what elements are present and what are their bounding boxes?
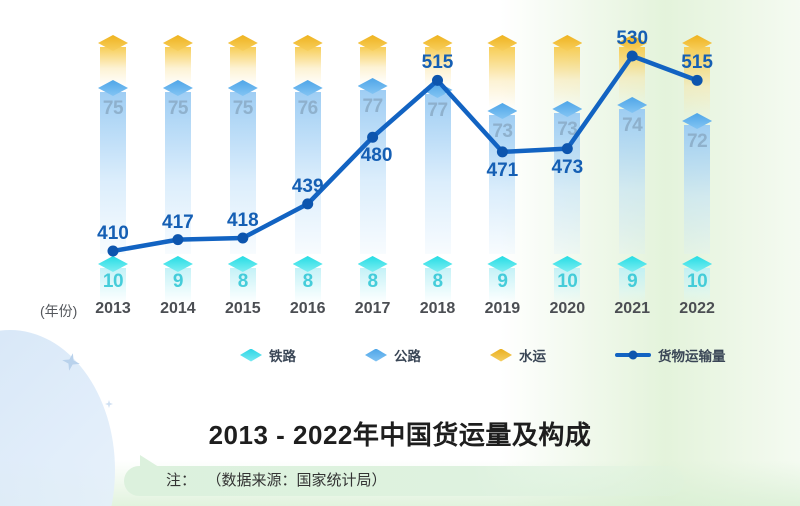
railway-bar-segment — [229, 268, 256, 304]
railway-value-label: 8 — [432, 271, 443, 292]
railway-value-label: 10 — [102, 271, 124, 292]
legend-label: 公路 — [394, 349, 421, 364]
railway-bar-segment — [359, 268, 386, 304]
note-text: （数据来源：国家统计局） — [214, 472, 387, 489]
source-note-pill: 注： （数据来源：国家统计局） — [124, 455, 684, 496]
legend-label: 货物运输量 — [658, 349, 726, 364]
railway-bar-cap — [487, 256, 518, 272]
railway-bar-cap — [617, 256, 648, 272]
legend-item-freight-line: 货物运输量 — [615, 344, 726, 366]
railway-bar-segment — [684, 268, 711, 304]
sparkle-icon — [105, 400, 113, 408]
line-value-label: 473 — [551, 156, 584, 178]
x-axis-year-label: 2022 — [679, 300, 715, 317]
highway-value-label: 75 — [102, 98, 124, 119]
water-bar-segment — [619, 47, 646, 103]
line-value-label: 515 — [421, 52, 454, 74]
water-bar-cap — [357, 35, 388, 51]
x-axis-year-label: 2015 — [225, 300, 261, 317]
water-diamond-icon — [490, 348, 512, 362]
railway-bar-cap — [98, 256, 128, 272]
legend-item-highway: 公路 — [365, 344, 421, 366]
railway-value-label: 9 — [172, 271, 184, 292]
water-bar-cap — [617, 35, 648, 51]
chart-title: 2013 - 2022年中国货运量及构成 — [208, 420, 592, 450]
line-value-label: 410 — [97, 223, 129, 244]
railway-bar-segment — [294, 268, 321, 304]
highway-value-label: 73 — [557, 119, 578, 140]
x-axis-year-label: 2020 — [549, 300, 586, 317]
x-axis-year-label: 2014 — [160, 300, 196, 317]
highway-value-label: 75 — [167, 98, 189, 119]
railway-bar-cap — [682, 256, 713, 272]
line-value-label: 530 — [616, 28, 649, 49]
water-bar-cap — [162, 35, 193, 51]
railway-bar-segment — [619, 268, 646, 304]
railway-value-label: 9 — [497, 271, 508, 292]
railway-bar-cap — [162, 256, 193, 272]
railway-value-label: 8 — [237, 271, 249, 292]
x-axis-year-label: 2013 — [95, 300, 131, 317]
highway-value-label: 77 — [427, 100, 448, 121]
line-swatch-icon — [615, 350, 651, 360]
railway-bar-cap — [227, 256, 258, 272]
railway-value-label: 10 — [557, 271, 578, 292]
railway-bar-segment — [100, 268, 126, 304]
railway-value-label: 8 — [302, 271, 314, 292]
water-bar-cap — [227, 35, 258, 51]
railway-diamond-icon — [240, 348, 262, 362]
highway-value-label: 72 — [687, 131, 708, 152]
railway-bar-segment — [424, 268, 451, 304]
water-bar-cap — [292, 35, 323, 51]
highway-value-label: 75 — [232, 98, 254, 119]
railway-value-label: 9 — [627, 271, 638, 292]
water-bar-segment — [554, 47, 581, 107]
x-axis-year-label: 2021 — [614, 300, 650, 317]
legend-item-railway: 铁路 — [240, 344, 296, 366]
legend-item-water: 水运 — [490, 344, 546, 366]
railway-bar-cap — [552, 256, 583, 272]
legend-label: 铁路 — [269, 349, 296, 364]
highway-diamond-icon — [365, 348, 387, 362]
railway-bar-segment — [554, 268, 581, 304]
water-bar-cap — [682, 35, 713, 51]
highway-value-label: 73 — [492, 121, 513, 142]
highway-value-label: 77 — [362, 96, 384, 117]
x-axis-year-label: 2019 — [484, 300, 521, 317]
highway-value-label: 76 — [297, 98, 319, 119]
x-axis-year-label: 2017 — [354, 300, 391, 317]
line-value-label: 480 — [360, 145, 393, 167]
water-bar-cap — [487, 35, 518, 51]
railway-bar-cap — [292, 256, 323, 272]
railway-bar-cap — [422, 256, 453, 272]
x-axis-unit-label: (年份) — [40, 303, 78, 319]
note-label: 注： — [166, 472, 197, 489]
water-bar-segment — [489, 47, 516, 109]
railway-bar-cap — [357, 256, 388, 272]
source-note: 注： （数据来源：国家统计局） — [166, 466, 387, 496]
x-axis-year-label: 2018 — [419, 300, 456, 317]
line-value-label: 417 — [162, 211, 194, 233]
water-bar-cap — [422, 35, 453, 51]
line-value-label: 418 — [226, 210, 259, 231]
legend-label: 水运 — [519, 349, 546, 364]
railway-value-label: 10 — [687, 271, 708, 292]
line-value-label: 471 — [486, 159, 519, 181]
water-bar-cap — [98, 35, 128, 51]
water-bar-cap — [552, 35, 583, 51]
line-value-label: 515 — [681, 52, 713, 74]
highway-value-label: 74 — [622, 115, 643, 136]
line-value-label: 439 — [291, 175, 324, 197]
railway-value-label: 8 — [367, 271, 379, 292]
railway-bar-segment — [489, 268, 516, 304]
x-axis-year-label: 2016 — [289, 300, 326, 317]
railway-bar-segment — [164, 268, 191, 304]
